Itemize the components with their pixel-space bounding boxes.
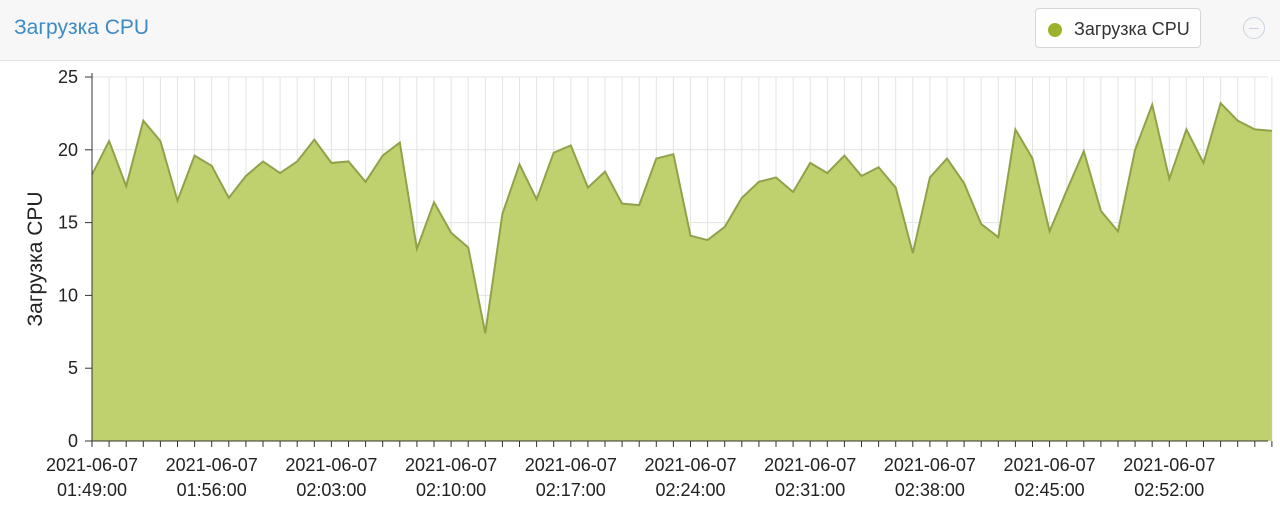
y-tick-label: 10 bbox=[58, 285, 78, 305]
collapse-button[interactable] bbox=[1243, 17, 1265, 39]
x-tick-label: 2021-06-07 02:38:00 bbox=[883, 455, 976, 500]
y-axis-label: Загрузка CPU bbox=[24, 191, 47, 326]
x-tick-label: 2021-06-07 02:03:00 bbox=[285, 455, 378, 500]
x-tick-label: 2021-06-07 02:31:00 bbox=[764, 455, 857, 500]
y-tick-label: 15 bbox=[58, 213, 78, 233]
y-tick-label: 0 bbox=[68, 431, 78, 451]
header: Загрузка CPU Загрузка CPU bbox=[0, 0, 1280, 61]
legend[interactable]: Загрузка CPU bbox=[1035, 8, 1201, 48]
x-tick-label: 2021-06-07 01:56:00 bbox=[165, 455, 258, 500]
x-tick-label: 2021-06-07 02:10:00 bbox=[405, 455, 498, 500]
y-tick-label: 5 bbox=[68, 358, 78, 378]
legend-marker bbox=[1048, 23, 1062, 37]
x-tick-label: 2021-06-07 02:52:00 bbox=[1123, 455, 1216, 500]
x-tick-label: 2021-06-07 02:24:00 bbox=[644, 455, 737, 500]
legend-label: Загрузка CPU bbox=[1074, 19, 1190, 39]
x-tick-label: 2021-06-07 02:17:00 bbox=[524, 455, 617, 500]
x-tick-label: 2021-06-07 02:45:00 bbox=[1003, 455, 1096, 500]
y-tick-label: 25 bbox=[58, 67, 78, 87]
y-tick-label: 20 bbox=[58, 140, 78, 160]
chart-title: Загрузка CPU bbox=[14, 16, 150, 39]
area-line bbox=[91, 101, 1272, 334]
x-tick-label: 2021-06-07 01:49:00 bbox=[45, 455, 139, 500]
area bbox=[92, 103, 1272, 441]
